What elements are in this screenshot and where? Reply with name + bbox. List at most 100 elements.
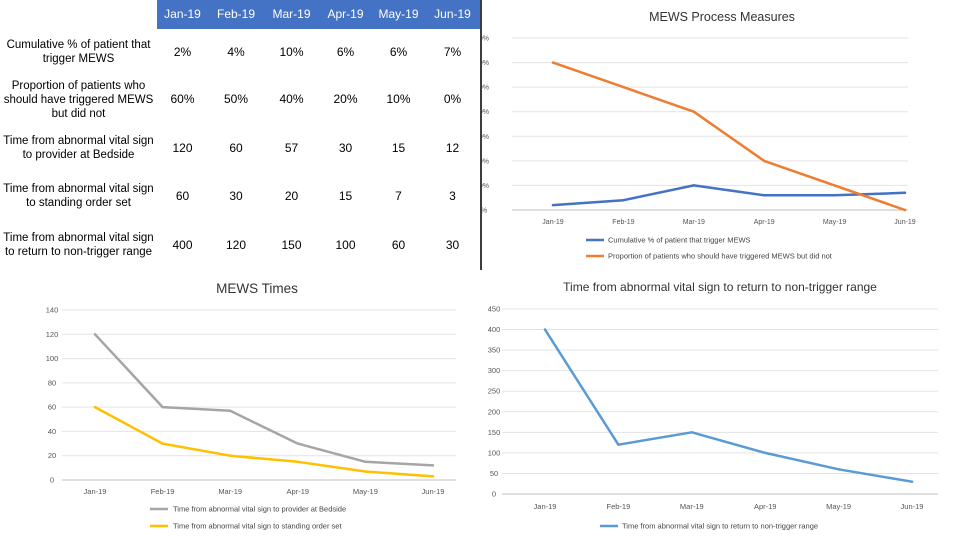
y-tick-label: 40 bbox=[48, 427, 56, 436]
data-point bbox=[690, 431, 693, 434]
table-cell: 60 bbox=[391, 238, 406, 252]
legend-label: Time from abnormal vital sign to provide… bbox=[173, 505, 346, 514]
table-cell: 50% bbox=[223, 92, 249, 106]
x-tick-label: May-19 bbox=[823, 219, 846, 226]
table-cell: 30 bbox=[338, 141, 353, 155]
x-tick-label: Feb-19 bbox=[612, 219, 634, 226]
data-point bbox=[763, 159, 766, 163]
y-tick-label: 140 bbox=[46, 306, 59, 315]
data-point bbox=[837, 468, 840, 471]
table-cell: 30 bbox=[445, 238, 460, 252]
table-cell: 120 bbox=[172, 141, 193, 155]
y-tick-label: 400 bbox=[488, 325, 501, 334]
process-measures-chart: MEWS Process Measures 0% 10% 20% 30% 40% 50% 60… bbox=[482, 0, 960, 272]
table-header-month: Apr-19 bbox=[327, 7, 364, 21]
x-tick-label: Mar-19 bbox=[218, 487, 242, 496]
x-tick-label: Feb-19 bbox=[607, 502, 631, 511]
data-point bbox=[692, 110, 695, 113]
series-line bbox=[551, 184, 907, 207]
table-cell: 0% bbox=[443, 92, 462, 106]
table-cell: 6% bbox=[336, 45, 355, 59]
data-point bbox=[431, 475, 435, 478]
table-cell: 60 bbox=[229, 141, 243, 155]
row-label: Time from abnormal vital sign to return … bbox=[3, 232, 154, 258]
y-tick-label: 60% bbox=[482, 60, 489, 67]
table-cell: 15 bbox=[391, 141, 406, 155]
table-cell: 60 bbox=[175, 189, 190, 203]
data-point bbox=[622, 198, 625, 202]
data-point bbox=[296, 442, 299, 445]
x-tick-label: Jan-19 bbox=[534, 502, 557, 511]
data-point bbox=[93, 333, 97, 336]
data-point bbox=[296, 460, 299, 463]
table-cell: 7 bbox=[395, 189, 402, 203]
y-tick-label: 350 bbox=[488, 346, 501, 355]
table-right-border bbox=[480, 0, 482, 270]
table-cell: 10% bbox=[279, 45, 304, 59]
y-tick-label: 200 bbox=[488, 407, 501, 416]
chart-title: MEWS Times bbox=[216, 281, 298, 296]
table-cell: 4% bbox=[227, 45, 245, 59]
chart-title: MEWS Process Measures bbox=[649, 10, 795, 24]
x-tick-label: Jan-19 bbox=[84, 487, 107, 496]
table-header-month: Jun-19 bbox=[434, 7, 471, 21]
data-point bbox=[833, 184, 836, 187]
table-cell: 20 bbox=[284, 189, 299, 203]
x-tick-label: Jun-19 bbox=[901, 502, 924, 511]
table-cell: 2% bbox=[173, 45, 192, 59]
data-point bbox=[903, 208, 907, 212]
y-tick-label: 30% bbox=[482, 134, 489, 141]
data-point bbox=[763, 194, 766, 197]
y-tick-label: 10% bbox=[482, 183, 489, 190]
table-row: Time from abnormal vital sign to standin… bbox=[0, 172, 480, 220]
y-tick-label: 80 bbox=[48, 378, 56, 387]
data-point bbox=[551, 203, 555, 207]
table-cell: 15 bbox=[338, 189, 353, 203]
y-tick-label: 20 bbox=[48, 451, 56, 460]
table-header-month: May-19 bbox=[378, 7, 419, 21]
data-point bbox=[229, 454, 232, 457]
y-tick-label: 50 bbox=[490, 469, 498, 478]
row-label: Cumulative % of patient that trigger MEW… bbox=[6, 39, 151, 65]
table-cell: 20% bbox=[333, 92, 358, 106]
y-tick-label: 150 bbox=[488, 428, 501, 437]
y-tick-label: 100 bbox=[46, 354, 59, 363]
y-tick-label: 120 bbox=[46, 330, 59, 339]
y-tick-label: 20% bbox=[482, 158, 489, 165]
y-tick-label: 250 bbox=[488, 387, 501, 396]
table-cell: 60% bbox=[170, 92, 195, 106]
table-header-month: Jan-19 bbox=[164, 7, 201, 21]
legend-label: Time from abnormal vital sign to return … bbox=[622, 522, 818, 531]
x-tick-label: Apr-19 bbox=[754, 502, 777, 511]
x-tick-label: Apr-19 bbox=[287, 487, 310, 496]
data-point bbox=[551, 61, 555, 64]
y-tick-label: 100 bbox=[488, 448, 501, 457]
data-point bbox=[431, 464, 435, 467]
table-cell: 30 bbox=[229, 189, 243, 203]
x-tick-label: Mar-19 bbox=[683, 219, 705, 226]
chart-title: Time from abnormal vital sign to return … bbox=[563, 280, 877, 294]
row-label: Proportion of patients who should have t… bbox=[3, 79, 154, 120]
table-cell: 7% bbox=[443, 45, 462, 59]
table-cell: 100 bbox=[335, 238, 356, 252]
table-cell: 12 bbox=[445, 141, 460, 155]
row-divider bbox=[0, 75, 480, 76]
y-tick-label: 0% bbox=[482, 208, 487, 215]
series-line bbox=[93, 405, 435, 478]
table-cell: 6% bbox=[389, 45, 408, 59]
row-label: Time from abnormal vital sign to standin… bbox=[3, 183, 154, 209]
data-point bbox=[622, 85, 625, 89]
x-tick-label: May-19 bbox=[826, 502, 851, 511]
y-tick-label: 300 bbox=[488, 366, 501, 375]
table-header-row bbox=[157, 0, 480, 29]
data-point bbox=[764, 451, 767, 455]
y-tick-label: 60 bbox=[48, 403, 56, 412]
mews-times-svg: MEWS Times 0 20 40 60 80 100 120 140 Jan-19 Feb-19… bbox=[46, 281, 456, 531]
row-divider bbox=[0, 172, 480, 173]
data-point bbox=[617, 443, 620, 446]
x-tick-label: Apr-19 bbox=[754, 219, 775, 226]
data-point bbox=[93, 405, 97, 409]
data-point bbox=[364, 460, 367, 463]
non-trigger-svg: Time from abnormal vital sign to return … bbox=[488, 280, 938, 531]
x-tick-label: May-19 bbox=[353, 487, 378, 496]
